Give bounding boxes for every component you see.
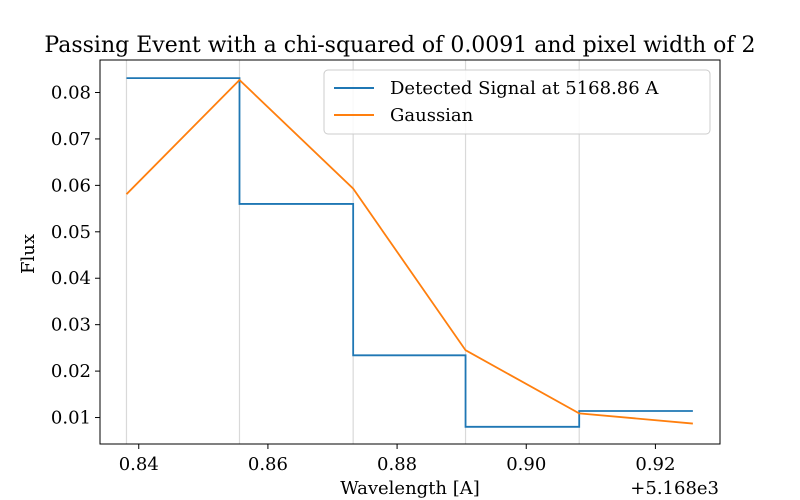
y-tick-label: 0.03 <box>51 315 91 336</box>
chart-title: Passing Event with a chi-squared of 0.00… <box>44 33 755 58</box>
y-tick-label: 0.04 <box>51 268 91 289</box>
y-axis-label: Flux <box>18 234 39 274</box>
y-axis: 0.01 0.02 0.03 0.04 0.05 0.06 0.07 0.08 <box>51 83 100 429</box>
y-tick-label: 0.02 <box>51 361 91 382</box>
series-layer <box>125 77 693 428</box>
x-axis-label: Wavelength [A] <box>340 478 480 499</box>
x-tick-label: 0.90 <box>506 454 546 475</box>
y-tick-label: 0.06 <box>51 175 91 196</box>
series-line-1 <box>126 77 693 428</box>
y-tick-label: 0.07 <box>51 129 91 150</box>
y-tick-label: 0.01 <box>51 408 91 429</box>
plot-area-frame <box>99 59 721 445</box>
x-tick-label: 0.92 <box>635 454 675 475</box>
legend: Detected Signal at 5168.86 A Gaussian <box>323 69 711 135</box>
y-tick-label: 0.08 <box>51 83 91 104</box>
y-tick-label: 0.05 <box>51 222 91 243</box>
series-line-2 <box>125 78 693 425</box>
x-tick-label: 0.88 <box>377 454 417 475</box>
x-tick-label: 0.86 <box>248 454 288 475</box>
legend-label: Gaussian <box>390 105 474 126</box>
x-tick-label: 0.84 <box>119 454 159 475</box>
x-axis-offset-label: +5.168e3 <box>630 478 719 499</box>
x-axis: 0.84 0.86 0.88 0.90 0.92 <box>119 444 675 475</box>
legend-box <box>323 69 711 135</box>
legend-label: Detected Signal at 5168.86 A <box>390 78 659 99</box>
